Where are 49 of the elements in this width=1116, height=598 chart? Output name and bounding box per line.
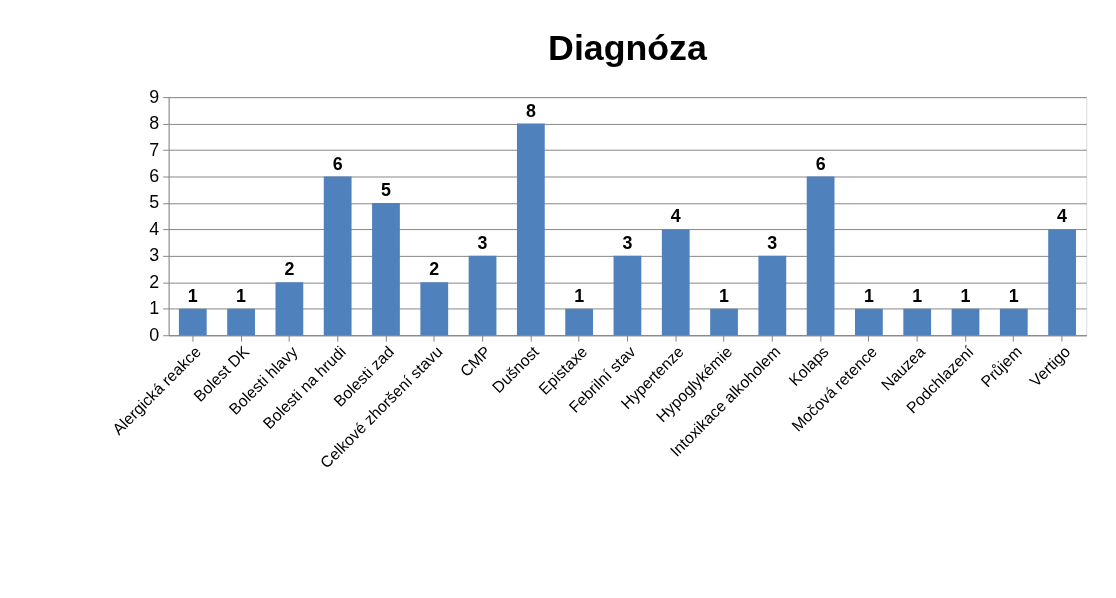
- bar: [420, 282, 449, 336]
- y-tick-label: 6: [149, 165, 160, 186]
- data-label: 2: [284, 259, 295, 280]
- y-tick-label: 1: [149, 298, 160, 319]
- data-label: 1: [719, 285, 730, 306]
- bar: [468, 255, 497, 336]
- y-tick-label: 3: [149, 245, 160, 266]
- bar: [1048, 229, 1076, 336]
- data-label: 3: [622, 232, 633, 253]
- y-tick-label: 7: [149, 139, 160, 160]
- bar: [275, 282, 304, 336]
- y-tick-label: 5: [149, 192, 160, 213]
- bar: [951, 308, 980, 336]
- bar: [661, 229, 690, 336]
- data-label: 4: [1057, 206, 1068, 227]
- data-label: 1: [187, 285, 198, 306]
- bar: [806, 176, 835, 336]
- bar: [903, 308, 932, 336]
- y-tick-label: 0: [149, 324, 160, 345]
- data-label: 1: [236, 285, 247, 306]
- data-label: 1: [912, 285, 923, 306]
- data-label: 3: [767, 232, 778, 253]
- bar: [178, 308, 207, 336]
- bar: [323, 176, 352, 336]
- y-tick-label: 2: [149, 271, 160, 292]
- data-label: 3: [477, 232, 488, 253]
- data-label: 1: [1008, 285, 1019, 306]
- bar: [372, 202, 400, 336]
- data-label: 6: [815, 153, 826, 174]
- data-label: 2: [429, 259, 440, 280]
- data-label: 4: [670, 206, 681, 227]
- data-label: 1: [863, 285, 874, 306]
- bar: [758, 255, 787, 336]
- bar: [855, 308, 883, 336]
- data-label: 5: [381, 180, 391, 201]
- bar: [710, 308, 738, 336]
- bar: [999, 308, 1028, 336]
- bar: [613, 255, 642, 336]
- bar: [516, 123, 545, 336]
- data-label: 8: [525, 100, 536, 121]
- bar: [227, 308, 255, 336]
- chart-title: Diagnóza: [548, 28, 708, 69]
- bar: [565, 308, 594, 336]
- data-label: 6: [332, 153, 343, 174]
- y-tick-label: 9: [149, 86, 160, 107]
- data-label: 1: [960, 285, 971, 306]
- y-tick-label: 4: [149, 218, 160, 239]
- data-label: 1: [574, 285, 585, 306]
- y-tick-label: 8: [149, 113, 160, 134]
